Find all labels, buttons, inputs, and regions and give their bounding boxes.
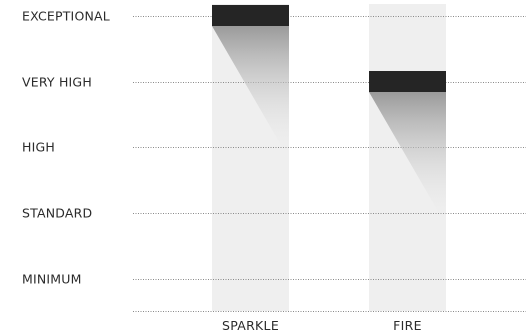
marker-sparkle bbox=[212, 5, 289, 26]
level-label-very-high: VERY HIGH bbox=[22, 75, 92, 90]
marker-fire bbox=[369, 71, 446, 92]
shadow-sparkle bbox=[212, 26, 289, 159]
level-label-standard: STANDARD bbox=[22, 206, 92, 221]
level-label-high: HIGH bbox=[22, 140, 55, 155]
category-label-fire: FIRE bbox=[393, 318, 422, 333]
shadow-fire bbox=[369, 92, 446, 225]
level-label-exceptional: EXCEPTIONAL bbox=[22, 9, 110, 24]
category-label-sparkle: SPARKLE bbox=[222, 318, 279, 333]
level-label-minimum: MINIMUM bbox=[22, 272, 82, 287]
